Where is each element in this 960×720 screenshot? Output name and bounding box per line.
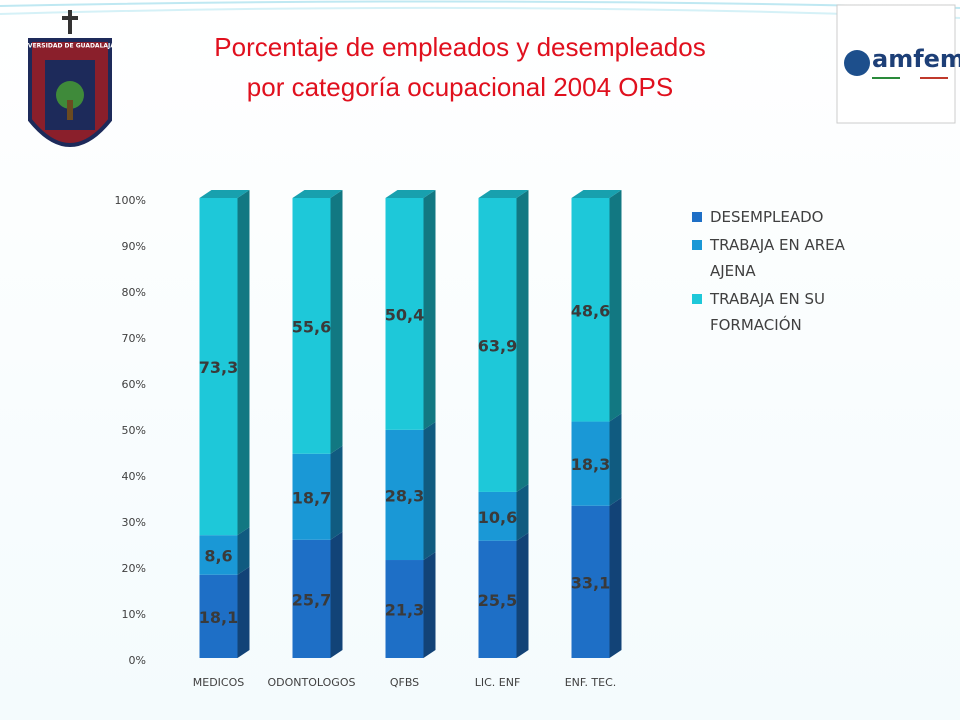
- y-tick-label: 10%: [122, 608, 146, 621]
- y-tick-label: 0%: [129, 654, 146, 667]
- bar-side: [516, 190, 529, 492]
- bar-side: [330, 445, 343, 540]
- y-tick-label: 90%: [122, 240, 146, 253]
- bar-side: [330, 190, 343, 454]
- bar-top: [292, 190, 343, 198]
- data-label: 55,6: [292, 317, 331, 336]
- bar-top: [199, 190, 250, 198]
- data-label: 25,7: [292, 590, 331, 609]
- x-tick-label: LIC. ENF: [475, 676, 521, 689]
- data-label: 25,5: [478, 591, 517, 610]
- legend-entry: DESEMPLEADO: [692, 204, 862, 230]
- data-label: 18,3: [571, 455, 610, 474]
- bar-segment: [199, 535, 238, 575]
- bar-segment: [478, 540, 517, 658]
- bar-side: [609, 190, 622, 422]
- legend-label: TRABAJA EN AREA AJENA: [710, 236, 845, 280]
- y-tick-label: 40%: [122, 470, 146, 483]
- bar-top: [478, 190, 529, 198]
- x-tick-label: MEDICOS: [193, 676, 244, 689]
- left-logo: UNIVERSIDAD DE GUADALAJARA: [16, 10, 125, 147]
- bar-segment: [385, 198, 424, 430]
- data-label: 21,3: [385, 601, 424, 620]
- bar-side: [516, 532, 529, 658]
- bar-segment: [199, 198, 238, 536]
- bar-side: [423, 190, 436, 430]
- bar-segment: [478, 198, 517, 492]
- bar-side: [609, 413, 622, 506]
- y-tick-label: 20%: [122, 562, 146, 575]
- bar-side: [330, 531, 343, 658]
- bar-top: [571, 190, 622, 198]
- data-label: 48,6: [571, 301, 610, 320]
- legend-swatch: [692, 240, 702, 250]
- bar-segment: [199, 574, 238, 658]
- x-tick-label: ENF. TEC.: [565, 676, 617, 689]
- right-logo: amfem: [836, 4, 960, 124]
- bar-segment: [571, 421, 610, 506]
- y-tick-label: 30%: [122, 516, 146, 529]
- x-tick-label: QFBS: [390, 676, 419, 689]
- x-tick-label: ODONTOLOGOS: [268, 676, 356, 689]
- bar-side: [423, 421, 436, 561]
- legend-label: DESEMPLEADO: [710, 208, 824, 226]
- title-line: por categoría ocupacional 2004 OPS: [247, 72, 673, 102]
- y-tick-label: 60%: [122, 378, 146, 391]
- data-label: 10,6: [478, 508, 517, 527]
- y-tick-label: 50%: [122, 424, 146, 437]
- data-label: 18,1: [199, 608, 238, 627]
- bar-segment: [571, 198, 610, 422]
- bar-side: [237, 527, 250, 575]
- legend-swatch: [692, 294, 702, 304]
- legend: DESEMPLEADO TRABAJA EN AREA AJENA TRABAJA …: [692, 204, 862, 340]
- legend-entry: TRABAJA EN AREA AJENA: [692, 232, 862, 284]
- data-label: 63,9: [478, 336, 517, 355]
- bar-side: [237, 566, 250, 658]
- bar-top: [385, 190, 436, 198]
- bar-side: [516, 483, 529, 541]
- bar-segment: [478, 491, 517, 541]
- data-label: 33,1: [571, 573, 610, 592]
- bar-segment: [385, 560, 424, 658]
- data-label: 8,6: [204, 546, 232, 565]
- data-label: 28,3: [385, 486, 424, 505]
- decor-line: [0, 0, 960, 9]
- right-logo-text: amfem: [872, 45, 960, 73]
- title-line: Porcentaje de empleados y desempleados: [214, 32, 705, 62]
- data-label: 50,4: [385, 305, 424, 324]
- bar-side: [609, 497, 622, 658]
- y-tick-label: 80%: [122, 286, 146, 299]
- bar-segment: [292, 198, 331, 454]
- bar-side: [237, 190, 250, 536]
- legend-swatch: [692, 212, 702, 222]
- y-tick-label: 100%: [115, 194, 146, 207]
- data-label: 18,7: [292, 488, 331, 507]
- data-label: 73,3: [199, 358, 238, 377]
- decor-line: [0, 6, 960, 19]
- bar-segment: [292, 453, 331, 540]
- legend-entry: TRABAJA EN SU FORMACIÓN: [692, 286, 862, 338]
- left-logo-text: UNIVERSIDAD DE GUADALAJARA: [16, 43, 125, 50]
- y-tick-label: 70%: [122, 332, 146, 345]
- bar-segment: [571, 505, 610, 658]
- bar-segment: [385, 429, 424, 561]
- bar-segment: [292, 539, 331, 658]
- legend-label: TRABAJA EN SU FORMACIÓN: [710, 290, 825, 334]
- bar-side: [423, 552, 436, 658]
